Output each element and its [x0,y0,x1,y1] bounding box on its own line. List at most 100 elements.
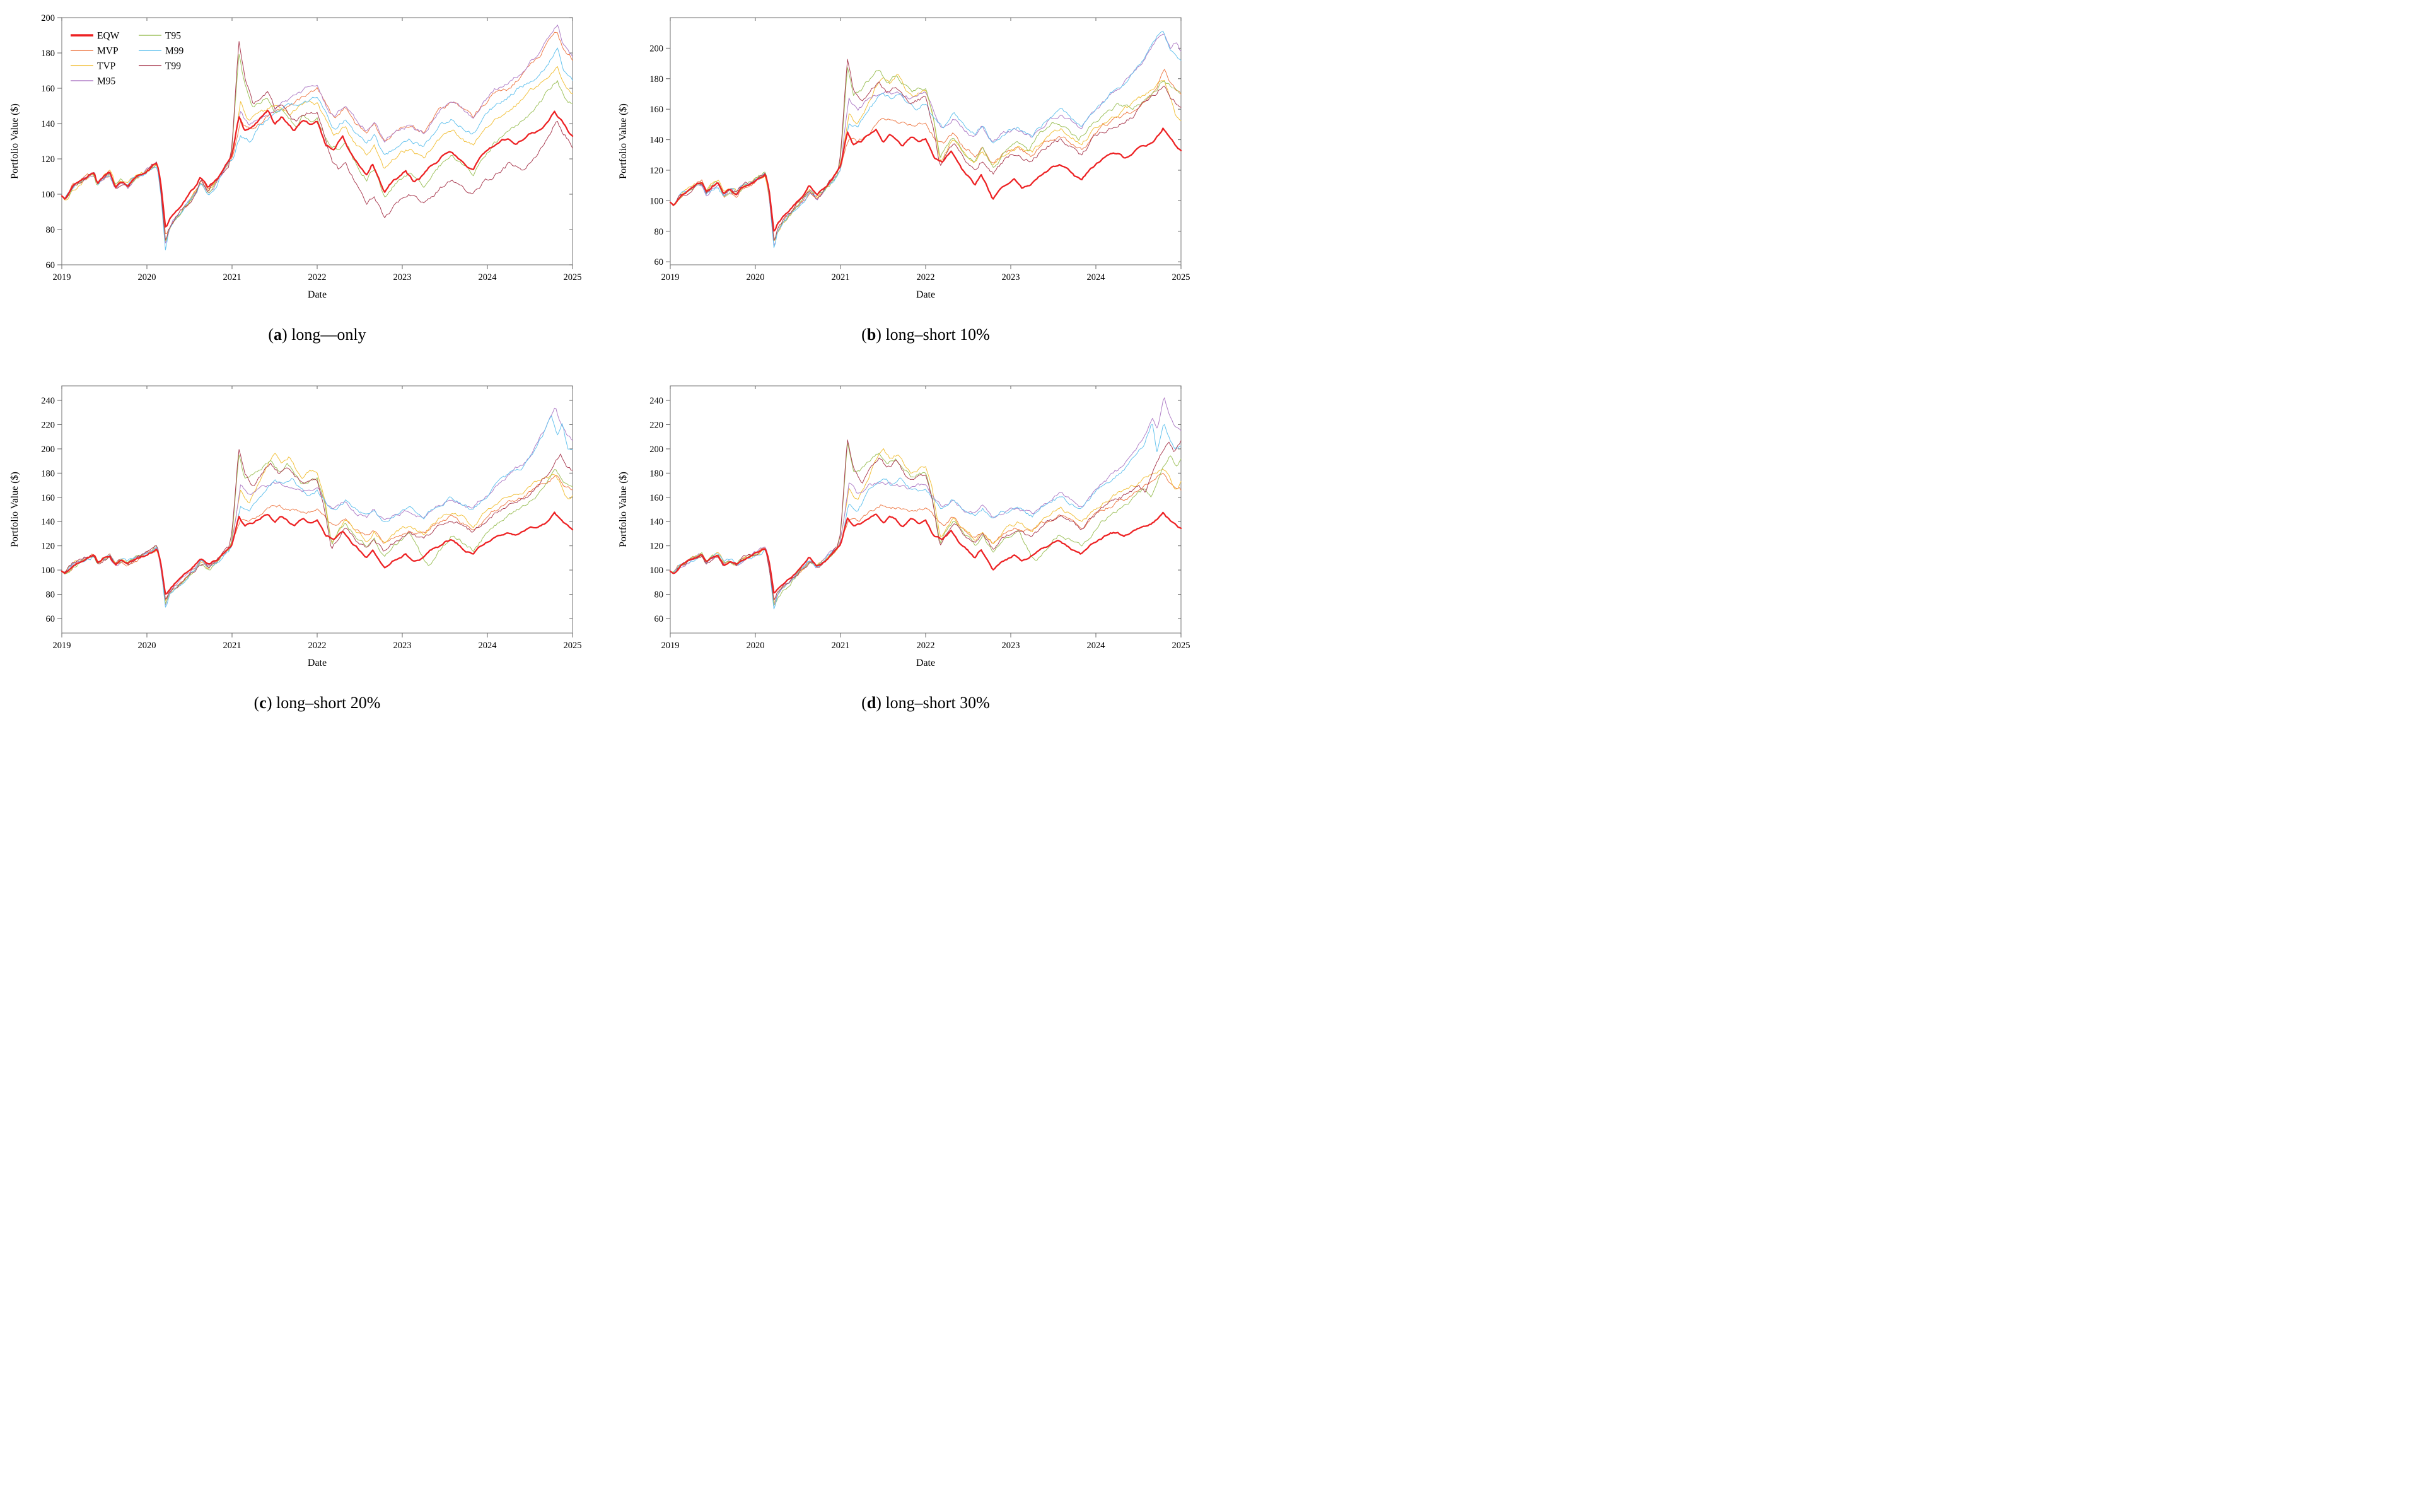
y-axis-label: Portfolio Value ($) [9,472,20,547]
svg-text:120: 120 [41,542,55,552]
svg-text:220: 220 [649,420,663,430]
svg-text:240: 240 [649,396,663,406]
svg-text:140: 140 [41,517,55,527]
series-TVP [61,453,573,601]
series-T95 [670,443,1182,605]
chart-panel-a: 2019 2020 2021 2022 2023 2024 2025 60 80 100 120 14… [5,5,595,344]
series-TVP [670,448,1182,604]
axis-tick-labels: 2019 2020 2021 2022 2023 2024 2025 60 80 100 120 14… [41,396,581,651]
series-T95 [61,454,573,604]
caption-text: long–short 10% [881,325,990,344]
svg-text:2025: 2025 [1172,641,1190,651]
caption-text: long—only [287,325,366,344]
chart-panel-d: 2019 2020 2021 2022 2023 2024 2025 60 80 100 120 14… [614,373,1203,712]
svg-text:160: 160 [649,493,663,503]
line-chart-long-short-10: 2019 2020 2021 2022 2023 2024 2025 60 80 100 120 14… [618,17,1190,300]
svg-text:160: 160 [41,493,55,503]
axis-box [61,17,573,265]
chart-panel-b: 2019 2020 2021 2022 2023 2024 2025 60 80 100 120 14… [614,5,1203,344]
svg-text:180: 180 [41,49,55,59]
legend: EQW MVP TVP M95 T95 M99 T99 [71,31,184,87]
axis-ticks [57,386,573,637]
y-axis-label: Portfolio Value ($) [9,103,20,179]
series-EQW [61,511,574,595]
series-MVP [61,32,573,235]
svg-text:80: 80 [654,227,664,237]
svg-text:200: 200 [41,13,55,23]
series-M99 [61,416,573,608]
axis-box [670,385,1182,634]
svg-text:100: 100 [41,190,55,200]
axis-ticks [666,386,1182,637]
svg-text:60: 60 [654,614,664,624]
svg-text:2019: 2019 [661,641,680,651]
svg-text:60: 60 [654,257,664,267]
line-chart-long-only: 2019 2020 2021 2022 2023 2024 2025 60 80 100 120 14… [9,13,582,300]
series-M95 [61,407,573,606]
legend-label-MVP: MVP [97,46,119,57]
svg-text:140: 140 [41,119,55,129]
legend-label-EQW: EQW [97,31,120,42]
caption-c: (c) long–short 20% [253,694,381,712]
chart-panel-c: 2019 2020 2021 2022 2023 2024 2025 60 80 100 120 14… [5,373,595,712]
series-T99 [670,59,1182,241]
series-M99 [670,424,1182,610]
svg-text:160: 160 [41,84,55,94]
legend-label-TVP: TVP [97,61,115,72]
axis-tick-labels: 2019 2020 2021 2022 2023 2024 2025 60 80 100 120 14… [649,396,1190,651]
series-M95 [670,397,1182,607]
caption-letter: a [274,325,282,344]
portfolio-value-figure: 2019 2020 2021 2022 2023 2024 2025 60 80 100 120 14… [0,0,1210,724]
svg-text:2019: 2019 [661,272,680,282]
svg-text:2020: 2020 [138,641,156,651]
series-lines [669,397,1182,610]
svg-text:2025: 2025 [1172,272,1190,282]
svg-text:120: 120 [649,542,663,552]
svg-text:2022: 2022 [917,272,935,282]
svg-text:2021: 2021 [832,641,850,651]
svg-text:2022: 2022 [917,641,935,651]
legend-label-M95: M95 [97,76,116,87]
axis-box [61,385,573,634]
x-axis-label: Date [308,658,327,668]
svg-text:120: 120 [41,154,55,165]
svg-text:80: 80 [46,225,55,235]
svg-text:160: 160 [649,105,663,115]
svg-text:2021: 2021 [223,272,241,282]
legend-label-M99: M99 [165,46,184,57]
svg-text:100: 100 [41,566,55,576]
axis-tick-labels: 2019 2020 2021 2022 2023 2024 2025 60 80 100 120 14… [41,13,581,282]
svg-text:2025: 2025 [564,641,582,651]
svg-text:2023: 2023 [393,641,412,651]
caption-letter: c [259,694,267,712]
svg-text:2020: 2020 [747,641,765,651]
svg-text:2023: 2023 [393,272,412,282]
line-chart-long-short-30: 2019 2020 2021 2022 2023 2024 2025 60 80 100 120 14… [618,385,1190,668]
legend-label-T99: T99 [165,61,181,72]
svg-text:200: 200 [649,44,663,54]
svg-text:180: 180 [649,468,663,479]
svg-text:200: 200 [649,445,663,455]
series-M99 [61,47,573,250]
series-lines [61,407,574,608]
svg-text:120: 120 [649,166,663,176]
svg-text:240: 240 [41,396,55,406]
series-EQW [669,127,1182,232]
svg-text:2019: 2019 [53,641,71,651]
caption-b: (b) long–short 10% [861,325,990,344]
caption-text: long–short 20% [272,694,381,712]
series-MVP [670,69,1182,239]
axis-tick-labels: 2019 2020 2021 2022 2023 2024 2025 60 80 100 120 14… [649,44,1190,282]
legend-label-T95: T95 [165,31,181,42]
series-M99 [670,30,1182,248]
series-T99 [670,439,1182,601]
axis-box [670,17,1182,265]
svg-text:2020: 2020 [138,272,156,282]
svg-text:140: 140 [649,517,663,527]
svg-text:180: 180 [649,74,663,84]
series-T95 [670,67,1182,241]
svg-text:2024: 2024 [479,272,497,282]
svg-text:2023: 2023 [1002,641,1020,651]
svg-text:180: 180 [41,468,55,479]
svg-text:140: 140 [649,136,663,146]
